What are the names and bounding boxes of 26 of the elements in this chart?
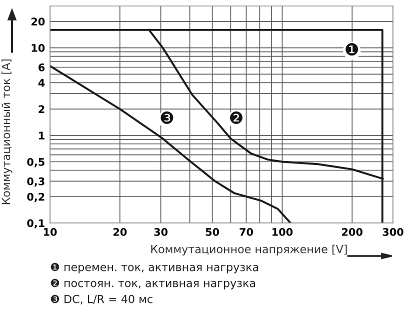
- x-tick-label: 100: [272, 228, 293, 236]
- y-tick-label: 1: [39, 132, 44, 140]
- y-tick-label: 10: [32, 44, 45, 52]
- x-axis-title: Коммутационное напряжение [V]: [151, 244, 347, 256]
- text: ❷ постоян. ток, активная нагрузка: [50, 278, 256, 290]
- x-tick-label: 300: [382, 228, 404, 236]
- y-tick-label: 0,1: [27, 219, 44, 228]
- x-tick-label: 30: [154, 228, 168, 236]
- y-tick-label: 0,5: [27, 158, 44, 168]
- series-label: ❸: [160, 111, 174, 124]
- y-tick-label: 6: [38, 63, 45, 72]
- y-tick-label: 0,2: [27, 192, 44, 202]
- y-tick-label: 2: [38, 105, 44, 113]
- y-axis-title: Коммутационный ток [A]: [2, 59, 12, 204]
- series-label: ❶: [346, 43, 358, 56]
- x-tick-label: 10: [44, 228, 57, 236]
- series-label: ❷: [230, 111, 242, 124]
- x-tick-label: 70: [240, 228, 253, 236]
- x-tick-label: 20: [113, 228, 127, 236]
- y-tick-label: 20: [31, 18, 45, 26]
- y-tick-label: 0,3: [27, 177, 44, 187]
- y-tick-label: 4: [38, 79, 45, 87]
- x-tick-label: 200: [342, 228, 362, 236]
- x-tick-label: 50: [206, 228, 220, 236]
- text: ❶ перемен. ток, активная нагрузка: [50, 262, 258, 274]
- text: ❸ DC, L/R = 40 мс: [50, 294, 152, 304]
